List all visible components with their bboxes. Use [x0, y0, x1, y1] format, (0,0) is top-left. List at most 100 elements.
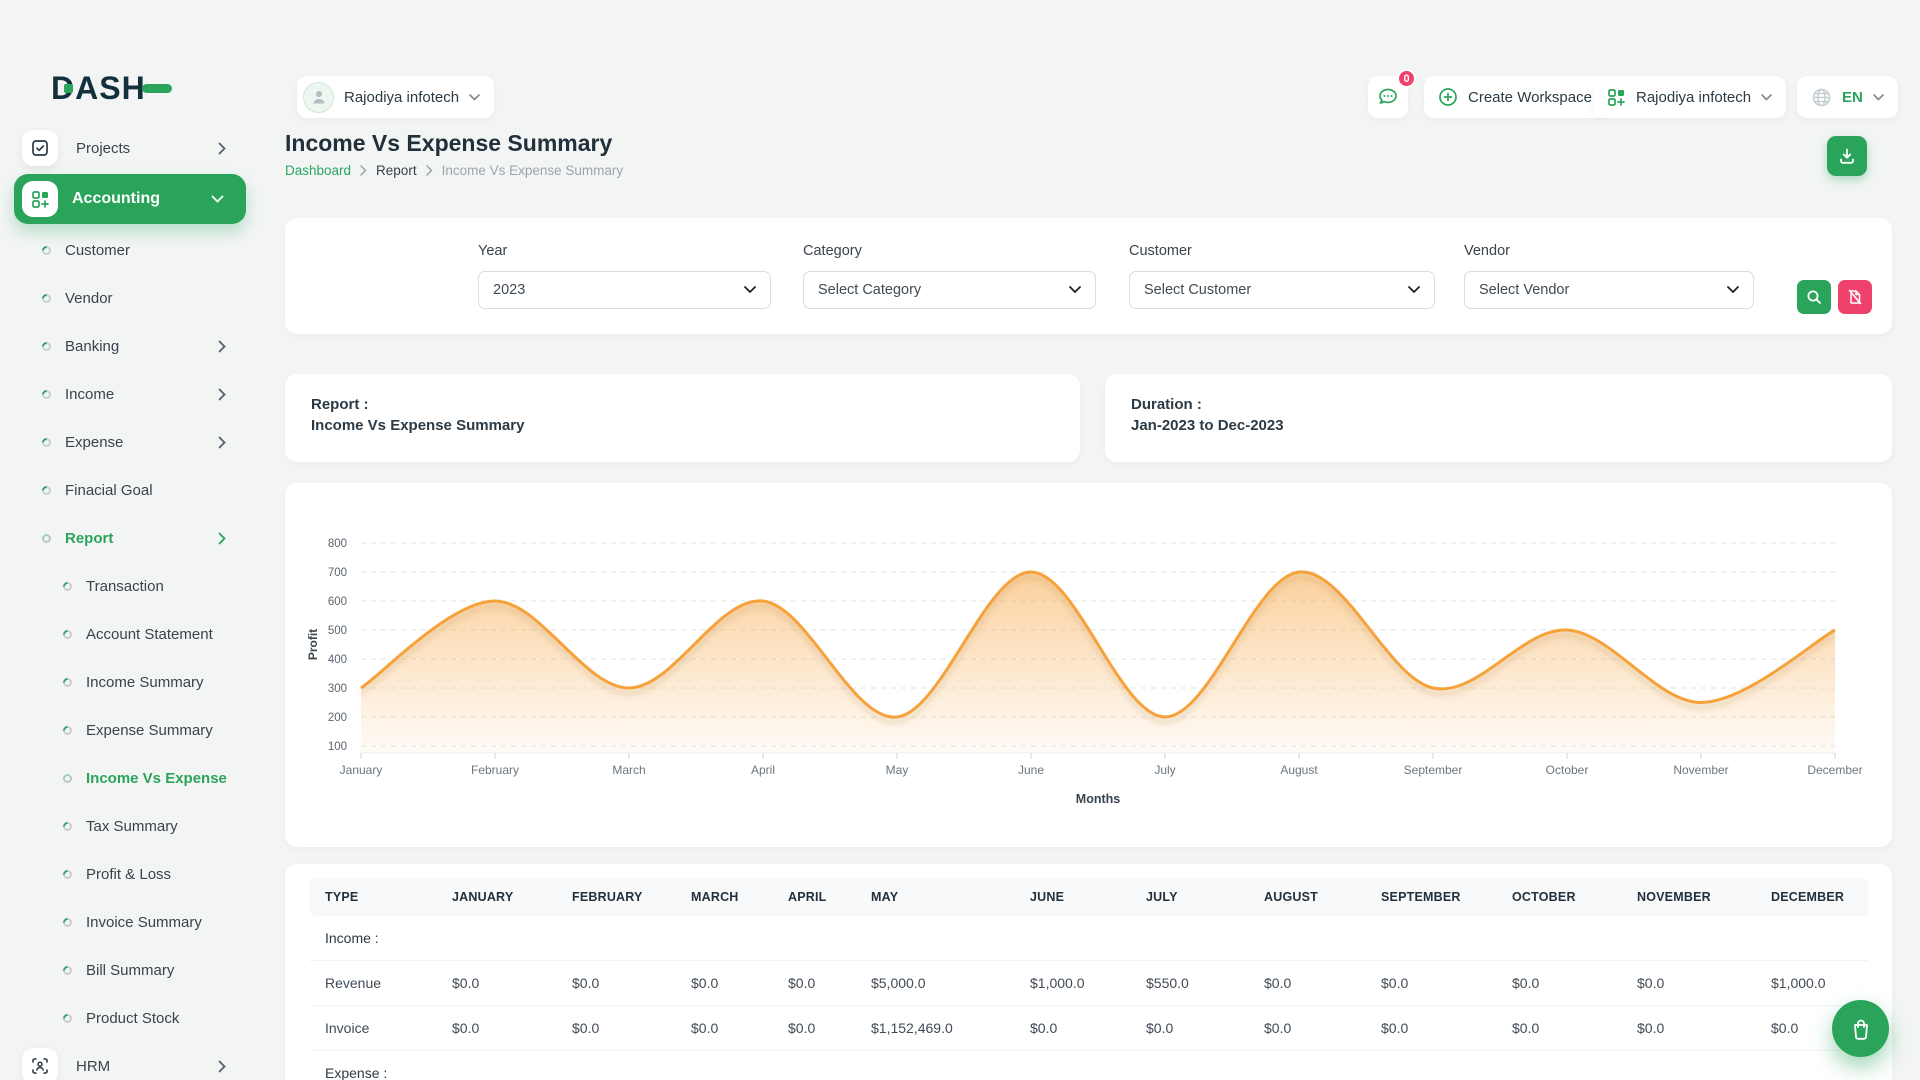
table-column-header: APRIL	[778, 878, 861, 916]
create-workspace-label: Create Workspace	[1468, 88, 1592, 106]
workspace-selector[interactable]: Rajodiya infotech	[297, 76, 495, 118]
chevron-down-icon	[469, 93, 480, 101]
sidebar-item-product-stock[interactable]: Product Stock	[0, 994, 260, 1042]
chevron-right-icon	[425, 165, 433, 176]
accounting-grid-icon	[22, 181, 58, 217]
chevron-right-icon	[218, 436, 226, 449]
vendor-label: Vendor	[1464, 243, 1510, 259]
svg-text:January: January	[340, 763, 383, 777]
sidebar-item-label: Banking	[65, 337, 120, 355]
sidebar-item-label: Income	[65, 385, 115, 403]
language-code: EN	[1842, 88, 1863, 106]
sidebar-item-accounting[interactable]: Accounting	[14, 174, 246, 224]
breadcrumb: Dashboard Report Income Vs Expense Summa…	[285, 163, 623, 178]
report-summary-card: Report : Income Vs Expense Summary	[285, 374, 1080, 462]
vendor-field: Vendor Select Vendor	[1464, 243, 1754, 309]
grid-plus-icon	[1607, 88, 1626, 107]
table-column-header: JULY	[1136, 878, 1254, 916]
bullet-icon	[40, 243, 53, 257]
vendor-select[interactable]: Select Vendor	[1464, 271, 1754, 309]
sidebar-item-bill-summary[interactable]: Bill Summary	[0, 946, 260, 994]
table-section-row: Income :	[309, 916, 1868, 961]
year-value: 2023	[493, 282, 526, 298]
sidebar-item-income-summary[interactable]: Income Summary	[0, 658, 260, 706]
reset-filter-button[interactable]	[1838, 280, 1872, 314]
chevron-down-icon	[1873, 93, 1884, 101]
shop-fab-button[interactable]	[1832, 1000, 1889, 1057]
customer-select[interactable]: Select Customer	[1129, 271, 1435, 309]
sidebar-item-label: Transaction	[86, 577, 164, 595]
table-column-header: JANUARY	[442, 878, 562, 916]
svg-text:500: 500	[328, 625, 347, 637]
sidebar-item-income[interactable]: Income	[0, 370, 260, 418]
category-select[interactable]: Select Category	[803, 271, 1096, 309]
logo-accent-dash	[141, 84, 172, 93]
download-icon	[1838, 147, 1856, 165]
sidebar-item-label: Expense	[65, 433, 124, 451]
messages-badge: 0	[1397, 69, 1416, 88]
checkbox-icon	[22, 130, 58, 166]
sidebar-item-report[interactable]: Report	[0, 514, 260, 562]
sidebar-item-profit-loss[interactable]: Profit & Loss	[0, 850, 260, 898]
chevron-right-icon	[218, 340, 226, 353]
bullet-icon	[40, 339, 53, 353]
table-column-header: MAY	[861, 878, 1020, 916]
sidebar-item-transaction[interactable]: Transaction	[0, 562, 260, 610]
income-expense-table-card: TYPE JANUARY FEBRUARY MARCH APRIL MAY JUNE JULY…	[285, 864, 1892, 1080]
table-column-header: SEPTEMBER	[1371, 878, 1502, 916]
svg-text:400: 400	[328, 654, 347, 666]
sidebar-item-label: Product Stock	[86, 1009, 180, 1027]
sidebar-item-banking[interactable]: Banking	[0, 322, 260, 370]
bullet-icon	[40, 435, 53, 449]
svg-text:December: December	[1807, 763, 1862, 777]
table-column-header: JUNE	[1020, 878, 1136, 916]
duration-value: Jan-2023 to Dec-2023	[1131, 417, 1284, 434]
filter-actions	[1797, 280, 1872, 314]
year-select[interactable]: 2023	[478, 271, 771, 309]
chevron-right-icon	[218, 532, 226, 545]
sidebar-item-label: Income Summary	[86, 673, 204, 691]
sidebar-item-label: Account Statement	[86, 625, 213, 643]
sidebar-item-label: Expense Summary	[86, 721, 213, 739]
breadcrumb-dashboard[interactable]: Dashboard	[285, 163, 352, 178]
sidebar-item-income-vs-expense[interactable]: Income Vs Expense	[0, 754, 260, 802]
sidebar-item-label: Profit & Loss	[86, 865, 172, 883]
sidebar-item-customer[interactable]: Customer	[0, 226, 260, 274]
sidebar-item-vendor[interactable]: Vendor	[0, 274, 260, 322]
bullet-icon	[61, 1011, 74, 1025]
chevron-down-icon	[211, 195, 224, 203]
sidebar-item-expense-summary[interactable]: Expense Summary	[0, 706, 260, 754]
chevron-down-icon	[1727, 286, 1739, 294]
svg-text:300: 300	[328, 683, 347, 695]
download-report-button[interactable]	[1827, 136, 1867, 176]
customer-label: Customer	[1129, 243, 1192, 259]
chevron-down-icon	[1408, 286, 1420, 294]
chevron-right-icon	[218, 1060, 226, 1073]
company-selector[interactable]: Rajodiya infotech	[1593, 76, 1787, 118]
chevron-down-icon	[1761, 93, 1772, 101]
svg-text:August: August	[1280, 763, 1318, 777]
svg-text:Months: Months	[1076, 792, 1120, 806]
sidebar-item-tax-summary[interactable]: Tax Summary	[0, 802, 260, 850]
create-workspace-button[interactable]: Create Workspace	[1424, 76, 1606, 118]
sidebar-item-hrm[interactable]: HRM	[0, 1042, 260, 1080]
brand-logo[interactable]: DASH	[51, 70, 172, 107]
globe-icon	[1811, 87, 1832, 108]
language-selector[interactable]: EN	[1797, 76, 1898, 118]
table-header: TYPE JANUARY FEBRUARY MARCH APRIL MAY JUNE JULY…	[309, 878, 1868, 916]
breadcrumb-report[interactable]: Report	[376, 163, 417, 178]
sidebar-item-invoice-summary[interactable]: Invoice Summary	[0, 898, 260, 946]
plus-circle-icon	[1438, 87, 1458, 107]
filter-panel: Year 2023 Category Select Category Custo…	[285, 218, 1892, 334]
sidebar-item-account-statement[interactable]: Account Statement	[0, 610, 260, 658]
sidebar-item-label: Finacial Goal	[65, 481, 153, 499]
messages-button[interactable]: 0	[1368, 69, 1416, 118]
sidebar-item-label: Report	[65, 529, 114, 547]
svg-text:700: 700	[328, 567, 347, 579]
sidebar-item-projects[interactable]: Projects	[0, 124, 260, 172]
sidebar-item-label: Tax Summary	[86, 817, 178, 835]
page-title: Income Vs Expense Summary	[285, 130, 613, 156]
apply-filter-button[interactable]	[1797, 280, 1831, 314]
sidebar-item-finacial-goal[interactable]: Finacial Goal	[0, 466, 260, 514]
sidebar-item-expense[interactable]: Expense	[0, 418, 260, 466]
